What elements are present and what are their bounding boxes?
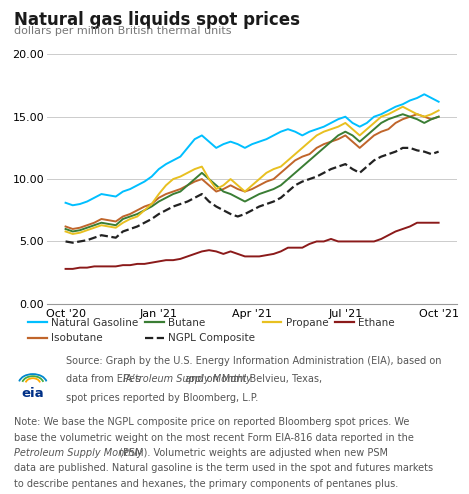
Text: Natural gas liquids spot prices: Natural gas liquids spot prices: [14, 11, 300, 29]
Text: to describe pentanes and hexanes, the primary components of pentanes plus.: to describe pentanes and hexanes, the pr…: [14, 479, 398, 489]
Text: spot prices reported by Bloomberg, L.P.: spot prices reported by Bloomberg, L.P.: [66, 393, 258, 403]
Text: data from EIA’s: data from EIA’s: [66, 374, 144, 384]
Text: (PSM). Volumetric weights are adjusted when new PSM: (PSM). Volumetric weights are adjusted w…: [116, 448, 388, 458]
Text: Petroleum Supply Monthly: Petroleum Supply Monthly: [123, 374, 252, 384]
Text: Petroleum Supply Monthly: Petroleum Supply Monthly: [14, 448, 143, 458]
Text: and on Mont Belvieu, Texas,: and on Mont Belvieu, Texas,: [182, 374, 322, 384]
Text: Source: Graph by the U.S. Energy Information Administration (EIA), based on: Source: Graph by the U.S. Energy Informa…: [66, 356, 441, 366]
Text: eia: eia: [22, 387, 44, 400]
Text: base the volumetric weight on the most recent Form EIA-816 data reported in the: base the volumetric weight on the most r…: [14, 433, 414, 443]
Text: Note: We base the NGPL composite price on reported Bloomberg spot prices. We: Note: We base the NGPL composite price o…: [14, 417, 409, 427]
Text: data are published. Natural gasoline is the term used in the spot and futures ma: data are published. Natural gasoline is …: [14, 463, 433, 473]
Legend: Natural Gasoline, Isobutane, Butane, NGPL Composite, Propane, Ethane: Natural Gasoline, Isobutane, Butane, NGP…: [24, 314, 399, 347]
Text: dollars per million British thermal units: dollars per million British thermal unit…: [14, 26, 232, 36]
